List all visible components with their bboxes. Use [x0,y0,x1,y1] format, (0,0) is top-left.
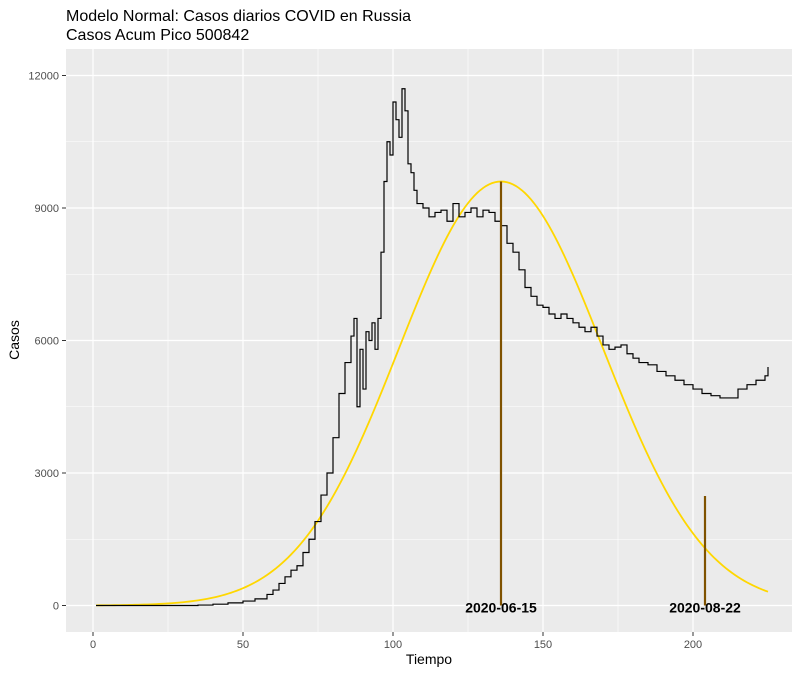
y-tick-label: 9000 [35,203,59,215]
date-marker-label: 2020-06-15 [465,600,537,616]
observed-layer [96,88,769,607]
x-axis-label: Tiempo [406,651,452,667]
x-tick-label: 200 [684,639,702,651]
marker-layer: 2020-06-15 2020-08-22 [465,181,741,616]
x-tick-label: 50 [237,639,249,651]
date-marker-label: 2020-08-22 [669,600,741,616]
model-layer [95,180,769,607]
x-tick-label: 100 [384,639,402,651]
y-tick-label: 3000 [35,468,59,480]
y-axis-label: Casos [6,320,22,360]
y-tick-label: 12000 [28,71,59,83]
x-tick-label: 0 [90,639,96,651]
observed-series [96,88,769,607]
chart-title: Modelo Normal: Casos diarios COVID en Ru… [66,8,412,25]
chart-subtitle: Casos Acum Pico 500842 [66,27,250,44]
y-tick-label: 0 [53,601,59,613]
model-curve [95,180,769,607]
y-axis: 0 3000 6000 9000 12000 [28,71,66,613]
x-tick-label: 150 [534,639,552,651]
x-axis: 0 50 100 150 200 [90,632,702,651]
y-tick-label: 6000 [35,336,59,348]
